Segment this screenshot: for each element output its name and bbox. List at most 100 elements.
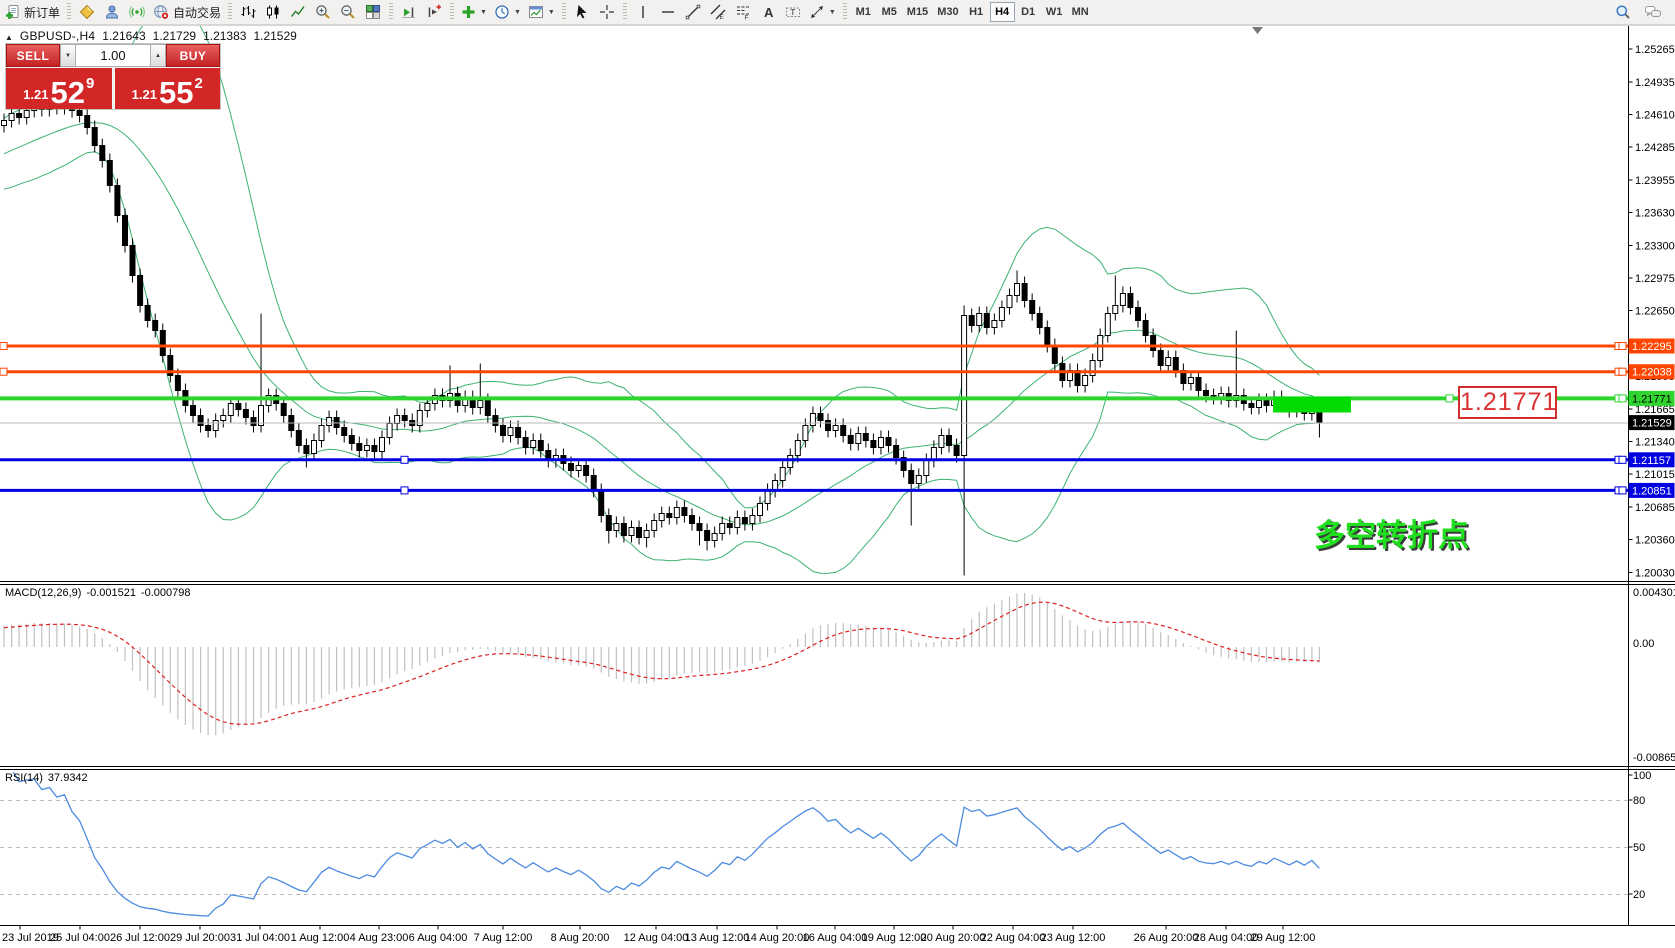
period-button[interactable] xyxy=(491,1,524,23)
tf-M1-button[interactable]: M1 xyxy=(851,2,876,22)
chat-button[interactable] xyxy=(1641,1,1665,23)
text-button[interactable]: A xyxy=(756,1,780,23)
auto-scroll-button[interactable] xyxy=(397,1,421,23)
tf-MN-button[interactable]: MN xyxy=(1068,2,1093,22)
badge-anchor[interactable] xyxy=(1618,394,1627,403)
cursor-button[interactable] xyxy=(570,1,594,23)
svg-text:1.20685: 1.20685 xyxy=(1635,502,1675,514)
channel-button[interactable]: E xyxy=(706,1,730,23)
badge-anchor[interactable] xyxy=(1618,342,1627,350)
autotrade-button[interactable]: 自动交易 xyxy=(150,1,224,23)
rsi-value: 37.9342 xyxy=(47,772,88,784)
quotes-button[interactable] xyxy=(75,1,99,23)
macd-label-row: MACD(12,26,9) -0.001521 -0.000798 xyxy=(5,587,191,599)
collapse-triangle-icon[interactable] xyxy=(5,29,13,43)
new-order-button[interactable]: 新订单 xyxy=(2,1,63,23)
toolbar-grip xyxy=(389,3,394,21)
cursor-icon xyxy=(576,5,587,19)
tf-M30-button[interactable]: M30 xyxy=(933,2,962,22)
time-tick-label: 16 Aug 04:00 xyxy=(803,932,868,944)
tile-windows-button[interactable] xyxy=(361,1,385,23)
sell-button[interactable]: SELL xyxy=(6,44,60,67)
price-badge-text: 1.21529 xyxy=(1632,418,1672,430)
tf-M5-button[interactable]: M5 xyxy=(877,2,902,22)
line-chart-button[interactable] xyxy=(286,1,310,23)
tf-D1-button[interactable]: D1 xyxy=(1016,2,1041,22)
horizontal-lines[interactable] xyxy=(0,342,1628,495)
ohlc-open: 1.21643 xyxy=(102,29,146,43)
profile-button[interactable] xyxy=(100,1,124,23)
svg-text:1.23955: 1.23955 xyxy=(1635,175,1675,187)
bar-chart-button[interactable] xyxy=(236,1,260,23)
new-order-icon xyxy=(6,5,19,19)
horizontal-line-button[interactable] xyxy=(656,1,680,23)
time-tick-label: 28 Aug 04:00 xyxy=(1194,932,1259,944)
zoom-in-button[interactable] xyxy=(311,1,335,23)
autotrade-label: 自动交易 xyxy=(173,5,222,20)
tf-W1-button[interactable]: W1 xyxy=(1042,2,1067,22)
line-anchor[interactable] xyxy=(1445,394,1454,403)
volume-input[interactable]: 1.00 xyxy=(76,44,150,67)
chart-shift-button[interactable] xyxy=(422,1,446,23)
svg-text:1.24610: 1.24610 xyxy=(1635,110,1675,122)
svg-text:F: F xyxy=(744,15,748,21)
toolbar-grip xyxy=(228,3,233,21)
line-anchor[interactable] xyxy=(400,455,409,464)
tile-windows-icon xyxy=(366,5,381,19)
chart-shift-marker[interactable] xyxy=(1252,27,1263,34)
tf-M15-button[interactable]: M15 xyxy=(903,2,932,22)
search-button[interactable] xyxy=(1611,1,1635,23)
buy-price-big: 55 xyxy=(158,74,194,110)
line-anchor[interactable] xyxy=(400,486,409,495)
signal-button[interactable] xyxy=(125,1,149,23)
svg-text:1.24285: 1.24285 xyxy=(1635,142,1675,154)
channel-icon: E xyxy=(710,4,726,20)
time-tick-label: 13 Aug 12:00 xyxy=(685,932,750,944)
macd-scale-zero: 0.00 xyxy=(1633,638,1654,650)
time-tick-label: 7 Aug 12:00 xyxy=(474,932,533,944)
crosshair-button[interactable] xyxy=(595,1,619,23)
badge-anchor[interactable] xyxy=(1618,455,1627,464)
add-indicator-button[interactable] xyxy=(458,1,490,23)
buy-button[interactable]: BUY xyxy=(166,44,220,67)
buy-price-panel[interactable]: 1.21 55 2 xyxy=(114,68,220,110)
fibonacci-button[interactable]: F xyxy=(731,1,755,23)
line-anchor[interactable] xyxy=(0,367,8,376)
line-chart-icon xyxy=(290,6,305,17)
candlestick-button[interactable] xyxy=(261,1,285,23)
volume-decrease-button[interactable] xyxy=(60,44,76,67)
buy-price-sup: 2 xyxy=(194,75,203,92)
line-anchor[interactable] xyxy=(0,342,8,350)
badge-anchor[interactable] xyxy=(1618,367,1627,376)
badge-anchor[interactable] xyxy=(1618,486,1627,495)
price-badge-text: 1.21771 xyxy=(1632,393,1672,405)
tf-H4-button[interactable]: H4 xyxy=(989,2,1015,22)
vertical-line-button[interactable] xyxy=(631,1,655,23)
ohlc-low: 1.21383 xyxy=(203,29,247,43)
trendline-icon xyxy=(685,4,701,20)
text-label-button[interactable]: T xyxy=(781,1,805,23)
volume-increase-button[interactable] xyxy=(150,44,166,67)
clock-icon xyxy=(495,5,509,19)
toolbar-right-icons xyxy=(1611,1,1673,23)
highlight-rectangle[interactable] xyxy=(1273,396,1351,413)
annotation-text[interactable]: 多空转折点 xyxy=(1314,518,1469,553)
trendline-button[interactable] xyxy=(681,1,705,23)
price-badge xyxy=(1628,482,1675,498)
price-flag-label[interactable]: 1.21771 xyxy=(1458,386,1557,419)
sell-price-panel[interactable]: 1.21 52 9 xyxy=(6,68,112,109)
price-badge xyxy=(1628,338,1675,354)
arrows-button[interactable] xyxy=(806,1,839,23)
time-tick-label: 31 Jul 04:00 xyxy=(230,932,290,944)
fibonacci-icon: F xyxy=(736,6,749,21)
rsi-scale-20: 20 xyxy=(1633,889,1645,901)
tf-H1-button[interactable]: H1 xyxy=(964,2,989,22)
template-button[interactable] xyxy=(525,1,558,23)
zoom-out-button[interactable] xyxy=(336,1,360,23)
toolbar-grip xyxy=(450,3,455,21)
time-tick-label: 6 Aug 04:00 xyxy=(409,932,468,944)
price-badge-text: 1.22038 xyxy=(1632,367,1672,379)
